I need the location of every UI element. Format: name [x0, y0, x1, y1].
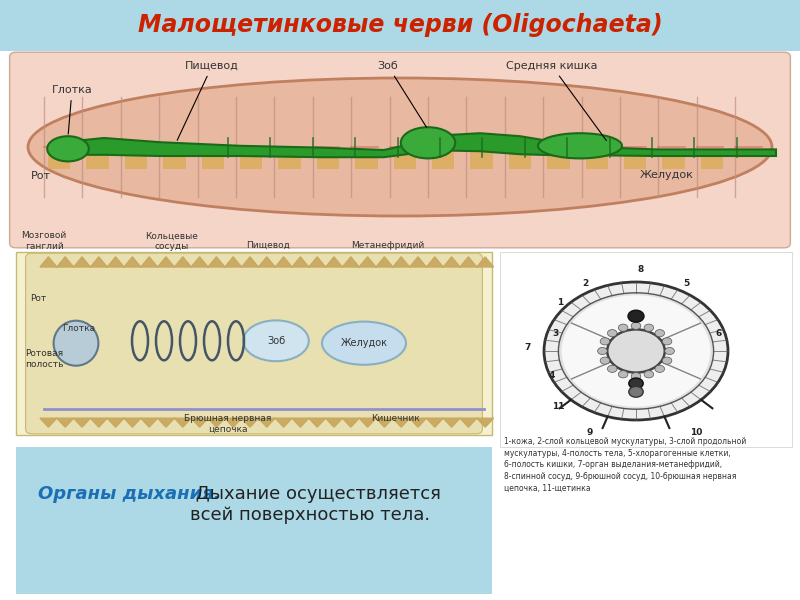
- Text: Рот: Рот: [30, 171, 50, 181]
- FancyBboxPatch shape: [500, 252, 792, 447]
- Circle shape: [598, 347, 607, 355]
- Text: 10: 10: [690, 428, 702, 437]
- Circle shape: [544, 282, 728, 420]
- Text: Желудок: Желудок: [640, 170, 694, 181]
- Text: Глотка: Глотка: [52, 85, 92, 134]
- Text: 5: 5: [683, 279, 690, 288]
- Bar: [624, 152, 646, 169]
- Text: 3: 3: [552, 329, 558, 338]
- Circle shape: [644, 371, 654, 378]
- Bar: [586, 152, 608, 169]
- Text: Пищевод: Пищевод: [177, 61, 239, 140]
- FancyBboxPatch shape: [16, 252, 492, 435]
- Circle shape: [618, 324, 628, 331]
- Circle shape: [662, 338, 672, 345]
- Circle shape: [607, 329, 617, 337]
- FancyBboxPatch shape: [16, 447, 492, 594]
- Bar: [394, 152, 416, 169]
- Circle shape: [558, 293, 714, 409]
- Text: Органы дыхания.: Органы дыхания.: [38, 485, 221, 503]
- Circle shape: [662, 357, 672, 364]
- Circle shape: [631, 322, 641, 329]
- Bar: [48, 152, 70, 169]
- Bar: [432, 152, 454, 169]
- Text: Дыхание осуществляется
всей поверхностью тела.: Дыхание осуществляется всей поверхностью…: [190, 485, 442, 524]
- Bar: [662, 152, 685, 169]
- Circle shape: [618, 371, 628, 378]
- Text: 11: 11: [551, 402, 564, 410]
- Text: Брюшная нервная
цепочка: Брюшная нервная цепочка: [184, 414, 272, 433]
- Bar: [509, 152, 531, 169]
- Ellipse shape: [401, 127, 455, 158]
- Text: Метанефридий: Метанефридий: [351, 241, 425, 250]
- Text: 7: 7: [524, 343, 530, 352]
- Bar: [163, 152, 186, 169]
- Text: Зоб: Зоб: [378, 61, 426, 127]
- Text: Кольцевые
сосуды: Кольцевые сосуды: [146, 232, 198, 251]
- Bar: [125, 152, 147, 169]
- Text: 2: 2: [582, 279, 589, 288]
- Ellipse shape: [243, 320, 309, 361]
- Circle shape: [665, 347, 674, 355]
- Bar: [317, 152, 339, 169]
- Text: Рот: Рот: [30, 293, 46, 302]
- Text: 9: 9: [587, 428, 593, 437]
- Bar: [355, 152, 378, 169]
- Bar: [470, 152, 493, 169]
- Ellipse shape: [322, 322, 406, 365]
- Bar: [240, 152, 262, 169]
- Bar: [202, 152, 224, 169]
- Text: Желудок: Желудок: [341, 338, 387, 348]
- Polygon shape: [56, 133, 776, 157]
- Circle shape: [600, 338, 610, 345]
- Text: Глотка: Глотка: [62, 323, 95, 332]
- Circle shape: [629, 386, 643, 397]
- Text: Кишечник: Кишечник: [372, 414, 420, 423]
- Circle shape: [607, 329, 665, 373]
- Circle shape: [644, 324, 654, 331]
- FancyBboxPatch shape: [10, 52, 790, 248]
- Text: 6: 6: [716, 329, 722, 338]
- Ellipse shape: [28, 78, 772, 216]
- Circle shape: [600, 357, 610, 364]
- Polygon shape: [40, 257, 494, 267]
- FancyBboxPatch shape: [26, 253, 482, 434]
- Circle shape: [562, 295, 710, 407]
- Text: Средняя кишка: Средняя кишка: [506, 61, 606, 140]
- Circle shape: [655, 329, 665, 337]
- Text: Пищевод: Пищевод: [246, 241, 290, 250]
- Text: Мозговой
ганглий: Мозговой ганглий: [22, 232, 66, 251]
- Circle shape: [628, 310, 644, 322]
- Text: Зоб: Зоб: [267, 336, 285, 346]
- Text: 1: 1: [558, 298, 564, 307]
- Text: 4: 4: [548, 371, 554, 380]
- Text: Ротовая
полость: Ротовая полость: [25, 349, 63, 368]
- Circle shape: [655, 365, 665, 373]
- Ellipse shape: [47, 136, 89, 161]
- Ellipse shape: [54, 320, 98, 365]
- Text: 1-кожа, 2-слой кольцевой мускулатуры, 3-слой продольной
мускулатуры, 4-полость т: 1-кожа, 2-слой кольцевой мускулатуры, 3-…: [504, 437, 746, 493]
- Bar: [547, 152, 570, 169]
- Bar: [278, 152, 301, 169]
- Circle shape: [629, 378, 643, 389]
- Circle shape: [607, 365, 617, 373]
- Polygon shape: [40, 418, 494, 427]
- Bar: [86, 152, 109, 169]
- Bar: [701, 152, 723, 169]
- Ellipse shape: [538, 133, 622, 158]
- Text: 8: 8: [638, 265, 644, 274]
- Circle shape: [631, 373, 641, 380]
- FancyBboxPatch shape: [0, 0, 800, 51]
- Text: Малощетинковые черви (Oligochaeta): Малощетинковые черви (Oligochaeta): [138, 13, 662, 37]
